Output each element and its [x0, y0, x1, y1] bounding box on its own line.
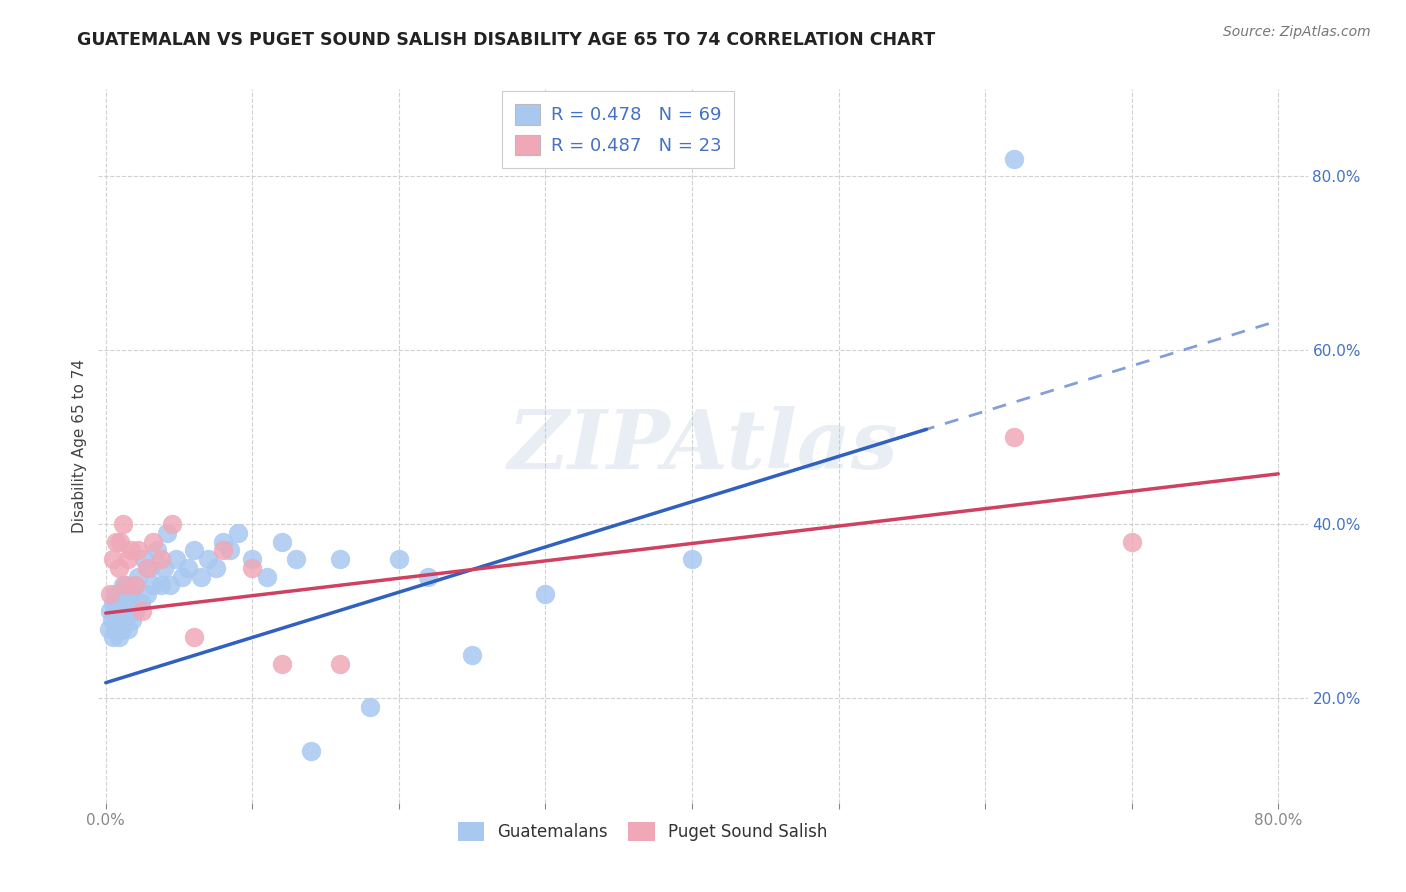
Point	[120, 596, 142, 610]
Point	[107, 622, 129, 636]
Point	[270, 657, 292, 671]
Point	[1004, 152, 1026, 166]
Point	[212, 534, 235, 549]
Point	[117, 596, 139, 610]
Point	[110, 613, 132, 627]
Point	[112, 604, 135, 618]
Point	[101, 596, 124, 610]
Point	[131, 604, 153, 618]
Point	[138, 561, 160, 575]
Point	[132, 552, 155, 566]
Point	[108, 631, 131, 645]
Text: ZIPAtlas: ZIPAtlas	[508, 406, 898, 486]
Point	[299, 743, 322, 757]
Point	[127, 543, 149, 558]
Point	[108, 561, 131, 575]
Point	[105, 596, 128, 610]
Point	[329, 552, 352, 566]
Point	[135, 587, 157, 601]
Point	[204, 561, 226, 575]
Legend: Guatemalans, Puget Sound Salish: Guatemalans, Puget Sound Salish	[451, 815, 834, 848]
Point	[105, 534, 128, 549]
Point	[226, 526, 249, 541]
Point	[107, 604, 129, 618]
Point	[115, 604, 138, 618]
Point	[114, 613, 136, 627]
Point	[159, 578, 181, 592]
Point	[142, 534, 165, 549]
Point	[190, 569, 212, 583]
Point	[112, 578, 135, 592]
Point	[121, 587, 143, 601]
Point	[122, 596, 145, 610]
Point	[110, 534, 132, 549]
Point	[170, 569, 193, 583]
Point	[156, 526, 179, 541]
Point	[97, 622, 120, 636]
Point	[129, 596, 152, 610]
Point	[107, 613, 129, 627]
Point	[111, 622, 134, 636]
Point	[418, 569, 440, 583]
Point	[114, 596, 136, 610]
Point	[98, 604, 121, 618]
Point	[103, 587, 125, 601]
Point	[165, 552, 187, 566]
Point	[120, 543, 142, 558]
Point	[153, 561, 176, 575]
Point	[124, 578, 146, 592]
Point	[118, 604, 141, 618]
Point	[117, 552, 139, 566]
Point	[121, 613, 143, 627]
Point	[1004, 430, 1026, 444]
Point	[388, 552, 411, 566]
Point	[329, 657, 352, 671]
Point	[197, 552, 219, 566]
Point	[150, 578, 173, 592]
Point	[359, 700, 381, 714]
Point	[160, 517, 183, 532]
Point	[110, 604, 132, 618]
Point	[98, 587, 121, 601]
Point	[110, 587, 132, 601]
Point	[103, 604, 125, 618]
Point	[183, 631, 205, 645]
Point	[105, 622, 128, 636]
Point	[146, 543, 169, 558]
Point	[219, 543, 242, 558]
Point	[115, 578, 138, 592]
Point	[112, 517, 135, 532]
Point	[117, 622, 139, 636]
Point	[150, 552, 173, 566]
Point	[124, 578, 146, 592]
Point	[100, 613, 122, 627]
Point	[285, 552, 308, 566]
Point	[127, 569, 149, 583]
Point	[240, 561, 263, 575]
Point	[111, 596, 134, 610]
Point	[256, 569, 278, 583]
Point	[101, 631, 124, 645]
Point	[1121, 534, 1143, 549]
Point	[142, 578, 165, 592]
Point	[270, 534, 292, 549]
Point	[114, 578, 136, 592]
Point	[461, 648, 484, 662]
Point	[108, 596, 131, 610]
Point	[681, 552, 703, 566]
Point	[124, 604, 146, 618]
Text: Source: ZipAtlas.com: Source: ZipAtlas.com	[1223, 25, 1371, 39]
Point	[212, 543, 235, 558]
Point	[240, 552, 263, 566]
Point	[101, 552, 124, 566]
Point	[177, 561, 200, 575]
Point	[118, 587, 141, 601]
Text: GUATEMALAN VS PUGET SOUND SALISH DISABILITY AGE 65 TO 74 CORRELATION CHART: GUATEMALAN VS PUGET SOUND SALISH DISABIL…	[77, 31, 935, 49]
Point	[534, 587, 557, 601]
Y-axis label: Disability Age 65 to 74: Disability Age 65 to 74	[72, 359, 87, 533]
Point	[183, 543, 205, 558]
Point	[135, 561, 157, 575]
